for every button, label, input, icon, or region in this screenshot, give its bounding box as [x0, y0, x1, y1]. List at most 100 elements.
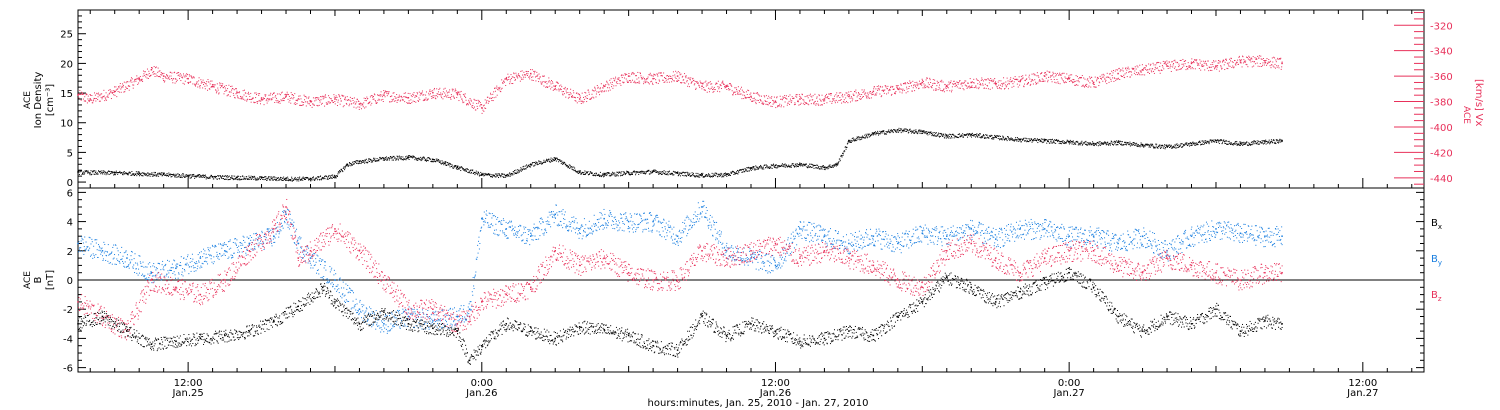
density-series-point [529, 163, 532, 166]
density-series-dot [261, 176, 263, 178]
vx-series-dot [159, 76, 161, 78]
vx-series-dot [638, 80, 640, 82]
vx-series-dot [162, 78, 164, 80]
density-series-point [1239, 142, 1242, 145]
vx-series-dot [1274, 57, 1276, 59]
vx-series-dot [1247, 58, 1249, 60]
vx-series-dot [446, 92, 448, 94]
vx-series-dot [971, 85, 973, 87]
vx-series-dot [862, 92, 864, 94]
vx-series-dot [1074, 84, 1076, 86]
vx-series-point [1281, 62, 1283, 65]
vx-series-dot [275, 95, 277, 97]
vx-series-dot [924, 87, 926, 89]
vx-series-point [994, 82, 997, 85]
vx-series-dot [1270, 67, 1272, 69]
density-series-dot [268, 178, 270, 180]
vx-series-dot [422, 100, 424, 102]
vx-series-dot [722, 82, 724, 84]
vx-series-dot [563, 88, 565, 90]
density-series-dot [532, 162, 534, 164]
vx-series-dot [696, 80, 698, 82]
density-series-dot [496, 175, 498, 177]
density-series-dot [148, 174, 150, 176]
vx-series-dot [1078, 78, 1080, 80]
vx-series-dot [383, 90, 385, 92]
density-series-dot [313, 178, 315, 180]
density-series-dot [853, 138, 855, 140]
vx-series-dot [155, 66, 157, 68]
density-series-dot [327, 178, 329, 180]
vx-series-dot [1188, 65, 1190, 67]
density-series-dot [386, 158, 388, 160]
vx-series-dot [494, 90, 496, 92]
vx-series-dot [1007, 80, 1009, 82]
vx-series-dot [899, 91, 901, 93]
vx-series-dot [897, 85, 899, 87]
vx-series-dot [386, 95, 388, 97]
vx-series-dot [224, 87, 226, 89]
density-series-dot [158, 175, 160, 177]
density-series-dot [159, 173, 161, 175]
vx-series-dot [1071, 81, 1073, 83]
density-series-dot [251, 177, 253, 179]
density-series-dot [455, 167, 457, 169]
density-series-dot [494, 176, 496, 178]
density-series-dot [362, 160, 364, 162]
vx-series-dot [474, 99, 476, 101]
vx-series-dot [615, 82, 617, 84]
density-series-dot [424, 158, 426, 160]
density-series-dot [127, 173, 129, 175]
vx-series-dot [708, 87, 710, 89]
density-series-dot [389, 157, 391, 159]
density-series-dot [364, 159, 366, 161]
vx-series-dot [472, 102, 474, 104]
density-series-dot [470, 172, 472, 174]
vx-series-dot [484, 99, 486, 101]
vx-series-dot [1202, 66, 1204, 68]
vx-series-dot [94, 98, 96, 100]
vx-series-point [897, 88, 899, 90]
vx-series-dot [825, 97, 827, 99]
vx-series-dot [518, 75, 520, 77]
vx-series-dot [984, 78, 986, 80]
density-series-point [334, 175, 336, 177]
vx-series-dot [947, 86, 949, 88]
vx-series-dot [685, 77, 687, 79]
vx-series-dot [1099, 75, 1101, 77]
vx-series-dot [940, 81, 942, 83]
vx-series-dot [413, 92, 415, 94]
vx-series-dot [910, 82, 912, 84]
density-series-dot [122, 171, 124, 173]
vx-series-dot [888, 89, 890, 91]
density-series-dot [494, 173, 496, 175]
vx-series-dot [409, 102, 411, 104]
density-series-dot [841, 152, 843, 154]
vx-series-dot [1227, 63, 1229, 65]
vx-series-dot [373, 96, 375, 98]
vx-series-dot [702, 83, 704, 85]
density-series-dot [664, 171, 666, 173]
vx-series-dot [141, 78, 143, 80]
density-series-dot [459, 166, 461, 168]
vx-series-dot [468, 101, 470, 103]
density-series-dot [251, 178, 253, 180]
density-series-point [456, 166, 459, 168]
density-series-dot [273, 178, 275, 180]
density-series-dot [622, 171, 624, 173]
vx-series-dot [192, 83, 194, 85]
vx-series-dot [557, 82, 559, 84]
vx-series-dot [998, 80, 1000, 82]
density-series-dot [628, 173, 630, 175]
vx-series-dot [885, 86, 887, 88]
vx-series-dot [82, 98, 84, 100]
vx-series-dot [127, 81, 129, 83]
density-series-dot [126, 172, 128, 174]
density-series-dot [600, 176, 602, 178]
density-series-dot [100, 173, 102, 175]
density-series-dot [485, 174, 487, 176]
density-series-dot [971, 132, 973, 134]
density-series-dot [896, 131, 898, 133]
vx-series-dot [1052, 73, 1054, 75]
density-series-dot [348, 162, 350, 164]
